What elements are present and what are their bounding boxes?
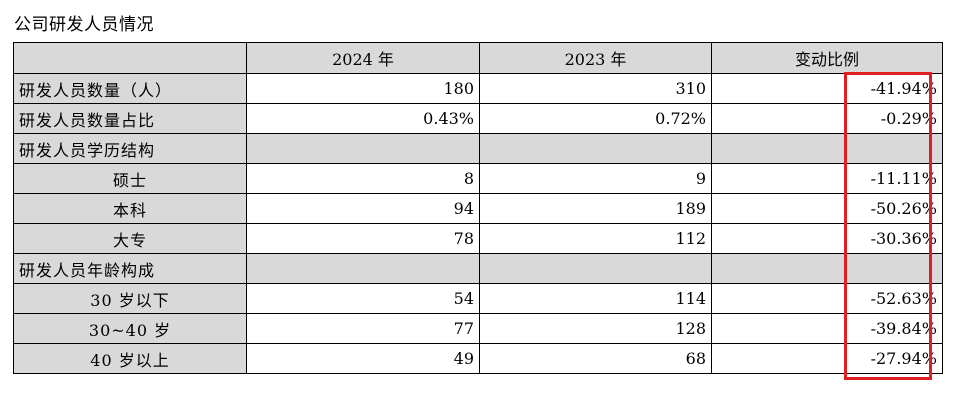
table-row: 硕士 8 9 -11.11% bbox=[13, 163, 943, 194]
value-2024: 0.43% bbox=[246, 103, 480, 134]
rd-staff-table: 2024 年 2023 年 变动比例 研发人员数量（人） 180 310 -41.94… bbox=[13, 42, 943, 374]
value-2024: 78 bbox=[246, 223, 480, 254]
table-body: 研发人员数量（人） 180 310 -41.94% 研发人员数量占比 0.43% 0.72%… bbox=[13, 73, 943, 374]
header-cell-2024: 2024 年 bbox=[246, 42, 480, 74]
header-cell-change: 变动比例 bbox=[711, 42, 943, 74]
value-2024 bbox=[246, 133, 480, 164]
value-change bbox=[711, 133, 943, 164]
row-label: 大专 bbox=[13, 223, 247, 254]
value-change: -39.84% bbox=[711, 313, 943, 344]
value-2023: 114 bbox=[479, 283, 712, 314]
value-2023 bbox=[479, 253, 712, 284]
value-2024: 180 bbox=[246, 73, 480, 104]
row-label: 研发人员数量（人） bbox=[13, 73, 247, 104]
table-header-row: 2024 年 2023 年 变动比例 bbox=[13, 42, 943, 74]
value-2024: 8 bbox=[246, 163, 480, 194]
value-2023: 68 bbox=[479, 343, 712, 374]
value-change: -27.94% bbox=[711, 343, 943, 374]
table-category-row: 研发人员年龄构成 bbox=[13, 253, 943, 284]
table-row: 30~40 岁 77 128 -39.84% bbox=[13, 313, 943, 344]
value-2024: 54 bbox=[246, 283, 480, 314]
row-label: 硕士 bbox=[13, 163, 247, 194]
value-2024: 94 bbox=[246, 193, 480, 224]
value-2023: 189 bbox=[479, 193, 712, 224]
row-label: 30~40 岁 bbox=[13, 313, 247, 344]
value-2023: 128 bbox=[479, 313, 712, 344]
value-change: -0.29% bbox=[711, 103, 943, 134]
value-change: -30.36% bbox=[711, 223, 943, 254]
table-category-row: 研发人员学历结构 bbox=[13, 133, 943, 164]
value-2023: 112 bbox=[479, 223, 712, 254]
value-change: -52.63% bbox=[711, 283, 943, 314]
row-label: 研发人员学历结构 bbox=[13, 133, 247, 164]
value-2023: 9 bbox=[479, 163, 712, 194]
value-change: -41.94% bbox=[711, 73, 943, 104]
row-label: 研发人员数量占比 bbox=[13, 103, 247, 134]
row-label: 本科 bbox=[13, 193, 247, 224]
table-row: 30 岁以下 54 114 -52.63% bbox=[13, 283, 943, 314]
header-cell-label bbox=[13, 42, 247, 74]
row-label: 30 岁以下 bbox=[13, 283, 247, 314]
table-row: 本科 94 189 -50.26% bbox=[13, 193, 943, 224]
value-2023: 310 bbox=[479, 73, 712, 104]
value-2023: 0.72% bbox=[479, 103, 712, 134]
table-row: 40 岁以上 49 68 -27.94% bbox=[13, 343, 943, 374]
row-label: 40 岁以上 bbox=[13, 343, 247, 374]
value-change: -50.26% bbox=[711, 193, 943, 224]
value-2024 bbox=[246, 253, 480, 284]
table-row: 研发人员数量（人） 180 310 -41.94% bbox=[13, 73, 943, 104]
header-cell-2023: 2023 年 bbox=[479, 42, 712, 74]
table-row: 研发人员数量占比 0.43% 0.72% -0.29% bbox=[13, 103, 943, 134]
table-row: 大专 78 112 -30.36% bbox=[13, 223, 943, 254]
value-change bbox=[711, 253, 943, 284]
value-change: -11.11% bbox=[711, 163, 943, 194]
value-2024: 77 bbox=[246, 313, 480, 344]
value-2023 bbox=[479, 133, 712, 164]
table-caption: 公司研发人员情况 bbox=[14, 15, 154, 35]
row-label: 研发人员年龄构成 bbox=[13, 253, 247, 284]
value-2024: 49 bbox=[246, 343, 480, 374]
